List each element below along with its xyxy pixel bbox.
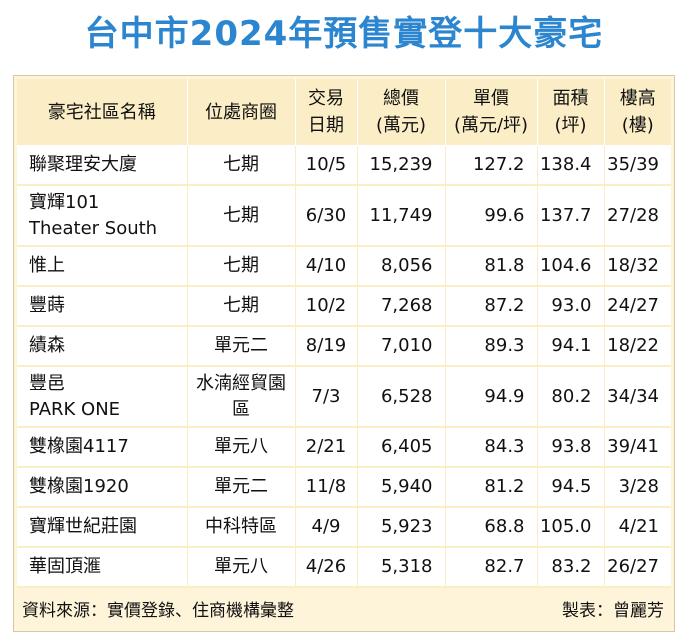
header-floor: 樓高 (樓) bbox=[604, 79, 671, 146]
cell-size: 104.6 bbox=[537, 246, 605, 287]
cell-date: 7/3 bbox=[295, 366, 358, 428]
cell-floor: 18/32 bbox=[604, 246, 671, 287]
cell-name: 績森 bbox=[17, 326, 188, 367]
cell-date: 4/26 bbox=[295, 547, 358, 588]
cell-floor: 39/41 bbox=[604, 427, 671, 468]
cell-area: 七期 bbox=[187, 286, 296, 327]
cell-date: 11/8 bbox=[295, 467, 358, 508]
cell-unit-price: 84.3 bbox=[445, 427, 538, 468]
table-row: 績森 單元二 8/19 7,010 89.3 94.1 18/22 bbox=[17, 326, 671, 367]
cell-unit-price: 68.8 bbox=[445, 507, 538, 548]
cell-size: 83.2 bbox=[537, 547, 605, 588]
cell-date: 4/10 bbox=[295, 246, 358, 287]
cell-total-price: 6,405 bbox=[357, 427, 446, 468]
cell-size: 94.5 bbox=[537, 467, 605, 508]
cell-name: 聯聚理安大廈 bbox=[17, 145, 188, 186]
cell-name: 華固頂滙 bbox=[17, 547, 188, 588]
header-unit-price: 單價 (萬元/坪) bbox=[445, 79, 538, 146]
cell-unit-price: 81.2 bbox=[445, 467, 538, 508]
table-row: 豐邑 PARK ONE 水湳經貿園區 7/3 6,528 94.9 80.2 34… bbox=[17, 366, 671, 428]
cell-unit-price: 127.2 bbox=[445, 145, 538, 186]
cell-unit-price: 94.9 bbox=[445, 366, 538, 428]
cell-size: 93.8 bbox=[537, 427, 605, 468]
cell-unit-price: 89.3 bbox=[445, 326, 538, 367]
cell-area: 中科特區 bbox=[187, 507, 296, 548]
author-credit: 製表：曾麗芳 bbox=[562, 601, 664, 621]
table-row: 惟上 七期 4/10 8,056 81.8 104.6 18/32 bbox=[17, 246, 671, 287]
data-source-note: 資料來源：實價登錄、住商機構彙整 bbox=[22, 601, 294, 621]
cell-unit-price: 99.6 bbox=[445, 185, 538, 247]
cell-total-price: 6,528 bbox=[357, 366, 446, 428]
cell-date: 6/30 bbox=[295, 185, 358, 247]
cell-floor: 35/39 bbox=[604, 145, 671, 186]
header-total-price: 總價 (萬元) bbox=[357, 79, 446, 146]
header-size: 面積 (坪) bbox=[537, 79, 605, 146]
cell-total-price: 5,940 bbox=[357, 467, 446, 508]
cell-area: 單元八 bbox=[187, 547, 296, 588]
cell-area: 七期 bbox=[187, 185, 296, 247]
cell-total-price: 11,749 bbox=[357, 185, 446, 247]
cell-floor: 24/27 bbox=[604, 286, 671, 327]
cell-name: 豐蒔 bbox=[17, 286, 188, 327]
cell-size: 137.7 bbox=[537, 185, 605, 247]
cell-size: 138.4 bbox=[537, 145, 605, 186]
cell-area: 單元二 bbox=[187, 467, 296, 508]
table-row: 寶輝世紀莊園 中科特區 4/9 5,923 68.8 105.0 4/21 bbox=[17, 507, 671, 548]
cell-total-price: 7,268 bbox=[357, 286, 446, 327]
header-date: 交易 日期 bbox=[295, 79, 358, 146]
cell-area: 七期 bbox=[187, 246, 296, 287]
cell-floor: 3/28 bbox=[604, 467, 671, 508]
cell-size: 94.1 bbox=[537, 326, 605, 367]
cell-date: 10/5 bbox=[295, 145, 358, 186]
cell-unit-price: 81.8 bbox=[445, 246, 538, 287]
header-name: 豪宅社區名稱 bbox=[17, 79, 188, 146]
cell-floor: 27/28 bbox=[604, 185, 671, 247]
cell-date: 2/21 bbox=[295, 427, 358, 468]
cell-unit-price: 87.2 bbox=[445, 286, 538, 327]
cell-floor: 18/22 bbox=[604, 326, 671, 367]
header-area: 位處商圈 bbox=[187, 79, 296, 146]
cell-name: 雙橡園4117 bbox=[17, 427, 188, 468]
table-row: 聯聚理安大廈 七期 10/5 15,239 127.2 138.4 35/39 bbox=[17, 145, 671, 186]
cell-total-price: 7,010 bbox=[357, 326, 446, 367]
cell-name: 寶輝世紀莊園 bbox=[17, 507, 188, 548]
cell-area: 單元八 bbox=[187, 427, 296, 468]
cell-name: 豐邑 PARK ONE bbox=[17, 366, 188, 428]
cell-size: 105.0 bbox=[537, 507, 605, 548]
cell-total-price: 15,239 bbox=[357, 145, 446, 186]
table-header-row: 豪宅社區名稱 位處商圈 交易 日期 總價 (萬元) 單價 (萬元/坪) 面積 (坪) 樓… bbox=[17, 79, 671, 146]
cell-area: 單元二 bbox=[187, 326, 296, 367]
page-title: 台中市2024年預售實登十大豪宅 bbox=[84, 14, 604, 54]
cell-area: 水湳經貿園區 bbox=[187, 366, 296, 428]
cell-floor: 4/21 bbox=[604, 507, 671, 548]
cell-total-price: 5,318 bbox=[357, 547, 446, 588]
cell-total-price: 5,923 bbox=[357, 507, 446, 548]
table-row: 華固頂滙 單元八 4/26 5,318 82.7 83.2 26/27 bbox=[17, 547, 671, 588]
cell-name: 雙橡園1920 bbox=[17, 467, 188, 508]
cell-unit-price: 82.7 bbox=[445, 547, 538, 588]
cell-floor: 26/27 bbox=[604, 547, 671, 588]
cell-area: 七期 bbox=[187, 145, 296, 186]
table-row: 豐蒔 七期 10/2 7,268 87.2 93.0 24/27 bbox=[17, 286, 671, 327]
cell-date: 10/2 bbox=[295, 286, 358, 327]
cell-total-price: 8,056 bbox=[357, 246, 446, 287]
cell-size: 93.0 bbox=[537, 286, 605, 327]
table-row: 寶輝101 Theater South 七期 6/30 11,749 99.6 1… bbox=[17, 185, 671, 247]
cell-name: 寶輝101 Theater South bbox=[17, 185, 188, 247]
cell-date: 8/19 bbox=[295, 326, 358, 367]
table-row: 雙橡園4117 單元八 2/21 6,405 84.3 93.8 39/41 bbox=[17, 427, 671, 468]
cell-date: 4/9 bbox=[295, 507, 358, 548]
cell-floor: 34/34 bbox=[604, 366, 671, 428]
table-row: 雙橡園1920 單元二 11/8 5,940 81.2 94.5 3/28 bbox=[17, 467, 671, 508]
cell-size: 80.2 bbox=[537, 366, 605, 428]
luxury-housing-table: 豪宅社區名稱 位處商圈 交易 日期 總價 (萬元) 單價 (萬元/坪) 面積 (坪) 樓… bbox=[17, 79, 671, 588]
cell-name: 惟上 bbox=[17, 246, 188, 287]
